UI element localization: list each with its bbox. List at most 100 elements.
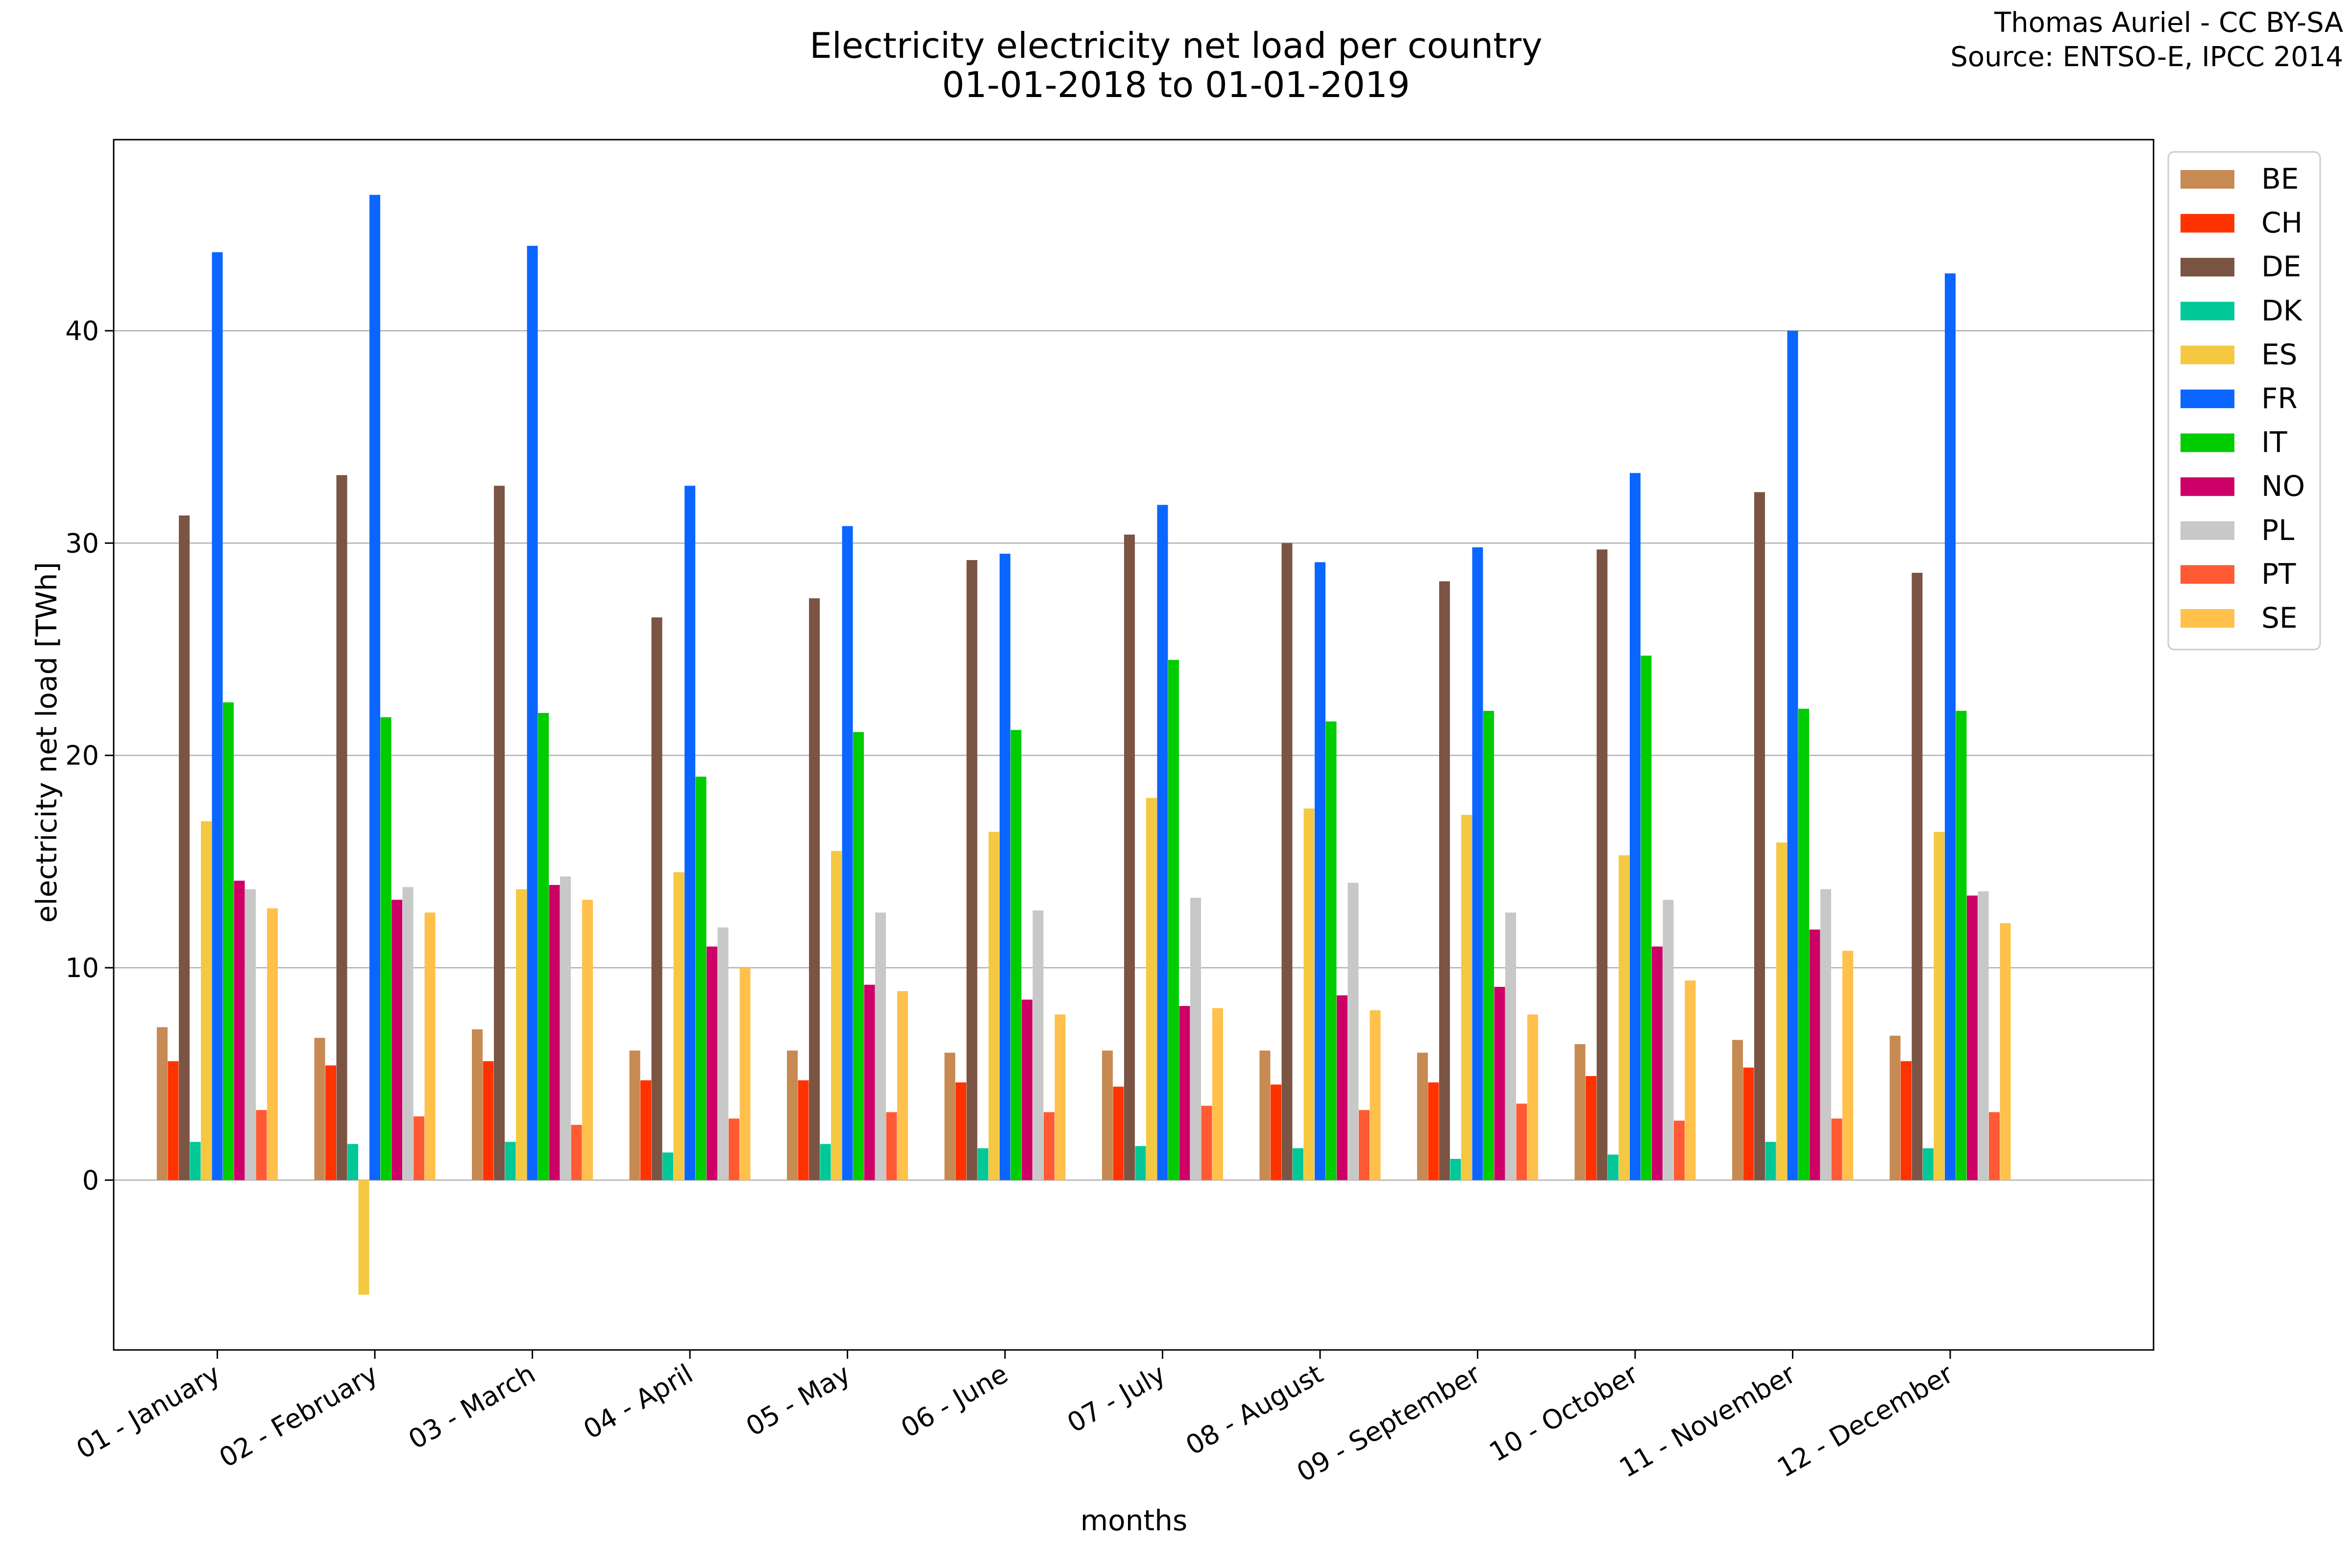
credit-source: Source: ENTSO-E, IPCC 2014 (1950, 41, 2343, 73)
bar-es (1776, 842, 1787, 1180)
bar-fr (369, 195, 380, 1180)
y-tick-label: 0 (82, 1165, 99, 1196)
legend-label-fr: FR (2261, 382, 2298, 415)
bar-no (1022, 1000, 1032, 1180)
bar-dk (1450, 1159, 1461, 1180)
bar-pt (571, 1125, 582, 1180)
legend-label-it: IT (2261, 426, 2287, 459)
bar-es (1618, 855, 1630, 1180)
bar-fr (1315, 562, 1325, 1180)
bar-pl (1348, 882, 1359, 1180)
legend-swatch-it (2180, 433, 2234, 452)
legend-swatch-es (2180, 345, 2234, 365)
bar-pt (729, 1118, 739, 1180)
legend-label-pt: PT (2261, 557, 2296, 590)
bar-be (1732, 1040, 1743, 1180)
bar-se (1054, 1014, 1066, 1180)
bar-ch (325, 1065, 336, 1180)
bar-no (549, 885, 560, 1180)
y-tick-label: 10 (65, 953, 99, 983)
bar-dk (662, 1152, 673, 1180)
bar-no (864, 984, 875, 1180)
bar-no (392, 900, 402, 1180)
bar-ch (1271, 1084, 1281, 1180)
legend-swatch-de (2180, 258, 2234, 277)
bar-pt (1674, 1121, 1685, 1180)
legend-swatch-fr (2180, 390, 2234, 408)
bar-dk (1608, 1154, 1618, 1180)
bar-pl (245, 889, 256, 1180)
bar-dk (978, 1148, 988, 1180)
bar-ch (798, 1080, 809, 1180)
legend-swatch-be (2180, 170, 2234, 189)
bar-es (673, 872, 685, 1180)
bar-it (380, 717, 392, 1180)
bar-de (966, 560, 978, 1180)
bar-pl (1663, 900, 1674, 1180)
legend: BE CH DE DK ES FR IT NO PL PT SE (2167, 151, 2321, 651)
bar-pt (1359, 1110, 1370, 1180)
bar-be (629, 1051, 640, 1180)
legend-swatch-no (2180, 477, 2234, 496)
bar-pl (717, 927, 729, 1180)
chart-title-line-2: 01-01-2018 to 01-01-2019 (942, 64, 1410, 105)
bar-it (1010, 730, 1022, 1180)
legend-label-dk: DK (2261, 294, 2303, 327)
y-tick-label: 30 (65, 528, 99, 559)
bar-pt (1516, 1103, 1527, 1180)
bar-no (1967, 895, 1978, 1180)
bar-it (1798, 709, 1809, 1180)
legend-label-de: DE (2261, 250, 2301, 283)
bar-es (1303, 808, 1315, 1180)
bar-dk (1923, 1148, 1934, 1180)
bar-ch (1113, 1086, 1124, 1180)
bar-ch (483, 1061, 494, 1180)
bar-be (1889, 1035, 1901, 1180)
bar-no (707, 946, 717, 1180)
bar-no (1494, 987, 1505, 1180)
bar-it (695, 777, 707, 1180)
bar-de (651, 617, 662, 1180)
bar-es (1934, 832, 1945, 1180)
bar-dk (1765, 1142, 1776, 1180)
bar-se (1842, 951, 1853, 1180)
bar-it (1641, 656, 1652, 1180)
bar-de (336, 475, 347, 1180)
bar-es (1461, 815, 1472, 1180)
bar-pl (1190, 898, 1201, 1180)
bar-dk (820, 1144, 831, 1180)
bar-fr (1787, 331, 1798, 1180)
bar-pl (1978, 891, 1989, 1180)
y-axis-ticks: 0 10 20 30 40 (65, 316, 114, 1196)
bar-es (358, 1180, 369, 1295)
bar-no (1179, 1006, 1190, 1180)
bar-de (494, 486, 505, 1180)
bar-se (897, 991, 908, 1180)
chart-title: Electricity electricity net load per cou… (809, 25, 1543, 105)
bar-dk (190, 1142, 201, 1180)
bars (157, 195, 2011, 1295)
bar-de (1124, 535, 1135, 1180)
bar-de (1281, 543, 1293, 1180)
bar-fr (1945, 273, 1956, 1180)
bar-ch (956, 1082, 966, 1180)
legend-swatch-pt (2180, 565, 2234, 584)
bar-ch (640, 1080, 651, 1180)
bar-ch (1586, 1076, 1596, 1180)
bar-be (314, 1038, 325, 1180)
legend-swatch-se (2180, 609, 2234, 628)
bar-be (944, 1053, 956, 1180)
credit-author: Thomas Auriel - CC BY-SA (1994, 7, 2343, 39)
bar-pl (1505, 912, 1516, 1180)
bar-be (1574, 1044, 1586, 1180)
credit-block: Thomas Auriel - CC BY-SA Source: ENTSO-E… (1950, 7, 2343, 73)
bar-se (739, 968, 751, 1180)
bar-ch (168, 1061, 179, 1180)
y-tick-label: 20 (65, 740, 99, 771)
bar-fr (842, 526, 853, 1180)
legend-label-es: ES (2261, 338, 2297, 371)
bar-pl (1032, 910, 1044, 1180)
bar-es (516, 889, 527, 1180)
y-tick-label: 40 (65, 316, 99, 346)
